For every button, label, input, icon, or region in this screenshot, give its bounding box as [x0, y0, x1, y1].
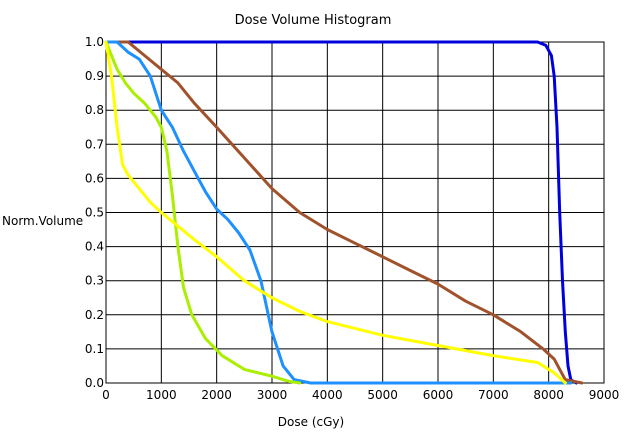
dvh-series-line-4 — [104, 40, 302, 385]
dvh-series-line-5 — [104, 40, 567, 385]
y-tick-label: 0.8 — [85, 103, 104, 117]
x-tick-label: 3000 — [257, 388, 288, 402]
x-tick-label: 2000 — [201, 388, 232, 402]
x-tick-label: 0 — [102, 388, 110, 402]
x-tick-label: 4000 — [312, 388, 343, 402]
y-tick-label: 0.3 — [85, 274, 104, 288]
x-tick-label: 7000 — [478, 388, 509, 402]
grid-lines — [106, 42, 604, 383]
y-tick-label: 0.0 — [85, 376, 104, 390]
x-tick-label: 8000 — [533, 388, 564, 402]
chart-title: Dose Volume Histogram — [235, 13, 392, 28]
y-tick-label: 0.4 — [85, 240, 104, 254]
x-axis-label: Dose (cGy) — [278, 415, 344, 429]
x-tick-label: 1000 — [146, 388, 177, 402]
x-tick-label: 9000 — [589, 388, 620, 402]
x-tick-label: 5000 — [367, 388, 398, 402]
y-tick-label: 0.9 — [85, 69, 104, 83]
y-tick-label: 0.6 — [85, 171, 104, 185]
y-tick-label: 1.0 — [85, 35, 104, 49]
dvh-series-line-2 — [104, 40, 584, 385]
y-tick-label: 0.7 — [85, 137, 104, 151]
y-tick-label: 0.2 — [85, 308, 104, 322]
y-tick-label: 0.5 — [85, 206, 104, 220]
y-axis-label: Norm.Volume — [2, 214, 83, 228]
dvh-series-line-3 — [104, 40, 573, 385]
y-tick-label: 0.1 — [85, 342, 104, 356]
x-tick-label: 6000 — [423, 388, 454, 402]
dvh-series-line-1 — [104, 40, 578, 385]
series-lines — [104, 40, 584, 385]
tick-labels: 0 1000 2000 3000 4000 5000 6000 7000 8000 9000 0.0… — [85, 35, 619, 402]
